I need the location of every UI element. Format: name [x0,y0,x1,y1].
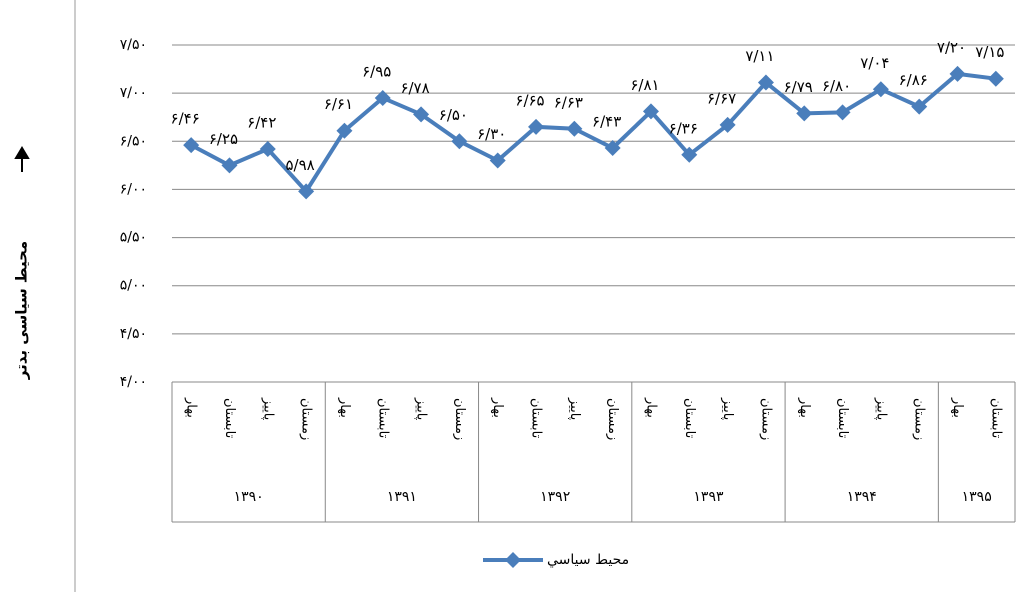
x-tick-label: زمستان [912,398,927,440]
x-tick-label: بهار [184,397,199,418]
marker [566,120,583,137]
group-label: ۱۳۹۲ [540,489,570,505]
x-tick-label: بهار [490,397,505,418]
y-tick-label: ۶/۵۰ [120,133,147,149]
group-label: ۱۳۹۵ [962,489,992,505]
marker [681,146,698,163]
y-tick-label: ۶/۰۰ [120,181,147,197]
y-tick-label: ۴/۰۰ [120,374,147,390]
data-label: ۶/۸۰ [822,77,851,95]
marker [949,65,966,82]
marker [911,98,928,115]
x-tick-label: پاییز [873,397,888,421]
marker [528,118,545,135]
data-label: ۶/۶۷ [707,89,736,107]
y-tick-label: ۷/۵۰ [120,37,147,53]
data-label: ۷/۰۴ [860,54,889,72]
group-label: ۱۳۹۴ [847,489,877,505]
x-tick-label: تابستان [529,398,544,439]
x-tick-label: بهار [643,397,658,418]
marker [757,74,774,91]
marker [374,89,391,106]
series-line [190,71,997,195]
data-label: ۶/۶۵ [515,91,544,109]
x-tick-label: زمستان [605,398,620,440]
marker [298,183,315,200]
marker [834,104,851,121]
y-tick-label: ۵/۰۰ [120,278,147,294]
group-label: ۱۳۹۰ [234,489,264,505]
data-label: ۶/۴۲ [247,113,276,131]
y-axis-label: محیط سیاسی بدتر [13,241,31,380]
marker [604,140,621,157]
data-label: ۶/۵۰ [439,106,468,124]
data-label: ۶/۲۵ [209,130,238,148]
data-label: ۶/۷۸ [400,79,429,97]
marker [719,116,736,133]
y-arrow [14,146,30,172]
data-label: ۶/۳۶ [669,119,698,137]
marker [336,122,353,139]
legend-label: محیط سیاسي [547,552,629,568]
x-tick-label: زمستان [758,398,773,440]
x-tick-label: تابستان [988,398,1003,439]
x-tick-label: بهار [337,397,352,418]
x-tick-label: بهار [797,397,812,418]
group-label: ۱۳۹۱ [387,489,417,505]
group-label: ۱۳۹۳ [693,489,724,505]
marker [451,133,468,150]
data-label: ۶/۹۵ [362,62,391,80]
data-label: ۶/۳۰ [477,125,506,143]
data-label: ۷/۲۰ [937,38,966,56]
data-label: ۵/۹۸ [285,156,314,174]
data-label: ۶/۷۹ [784,78,813,96]
x-tick-label: تابستان [375,398,390,439]
x-tick-label: پاییز [260,397,275,421]
legend-marker [505,552,521,568]
x-tick-label: زمستان [452,398,467,440]
x-tick-label: تابستان [222,398,237,439]
x-tick-label: پاییز [720,397,735,421]
x-tick-label: پاییز [567,397,582,421]
data-label: ۶/۸۶ [899,71,928,89]
marker [987,70,1004,87]
marker [489,152,506,169]
marker [413,106,430,123]
x-tick-label: تابستان [682,398,697,439]
y-tick-label: ۷/۰۰ [120,85,147,101]
y-tick-label: ۴/۵۰ [120,326,147,342]
data-label: ۶/۶۳ [554,93,583,111]
x-tick-label: پاییز [414,397,429,421]
marker [872,81,889,98]
data-label: ۶/۴۶ [171,110,200,128]
data-label: ۶/۸۱ [630,76,659,94]
y-tick-label: ۵/۵۰ [120,230,147,246]
data-label: ۶/۴۳ [592,113,621,131]
marker [259,140,276,157]
marker [642,103,659,120]
data-label: ۷/۱۵ [975,43,1004,61]
x-tick-label: بهار [950,397,965,418]
data-label: ۷/۱۱ [745,47,774,65]
marker [796,105,813,122]
data-label: ۶/۶۱ [324,95,353,113]
marker [183,137,200,154]
x-tick-label: زمستان [299,398,314,440]
x-tick-label: تابستان [835,398,850,439]
marker [221,157,238,174]
